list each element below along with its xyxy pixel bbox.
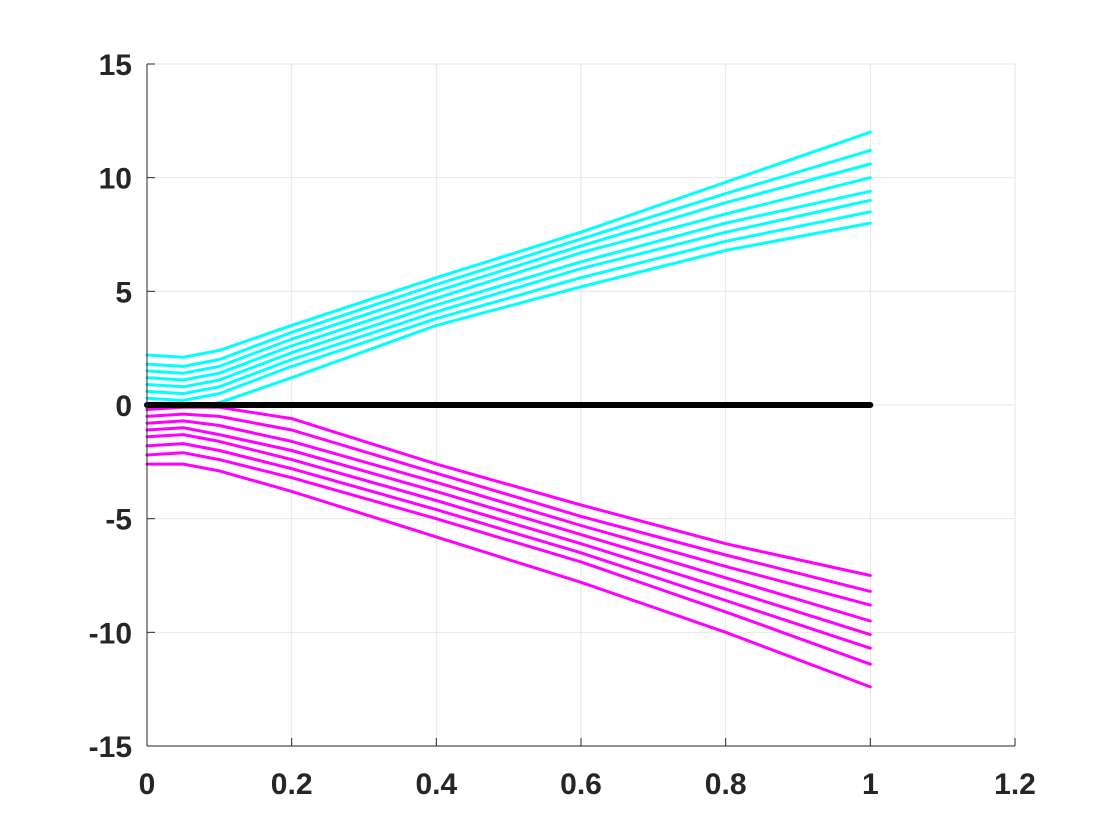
y-tick-label: 15 <box>99 49 132 82</box>
y-tick-label: -5 <box>105 504 132 537</box>
y-tick-label: 5 <box>115 276 132 309</box>
y-tick-label: -15 <box>89 731 132 764</box>
x-tick-label: 0.8 <box>705 768 747 801</box>
series-line-15 <box>145 462 872 689</box>
series-line-14 <box>145 451 872 666</box>
x-tick-label: 0.4 <box>415 768 457 801</box>
series-line-2 <box>145 198 872 396</box>
series-line-12 <box>145 433 872 637</box>
series-line-1 <box>145 210 872 402</box>
series-layer <box>144 130 874 689</box>
x-tick-label: 0.6 <box>560 768 602 801</box>
y-tick-label: 10 <box>99 163 132 196</box>
ticks <box>146 63 1016 747</box>
series-line-7 <box>145 130 872 359</box>
series-line-6 <box>145 148 872 368</box>
x-tick-label: 0 <box>139 768 156 801</box>
y-tick-label: 0 <box>115 390 132 423</box>
x-tick-label: 0.2 <box>271 768 313 801</box>
series-line-10 <box>145 419 872 607</box>
series-line-11 <box>145 426 872 623</box>
x-tick-label: 1 <box>862 768 879 801</box>
series-line-4 <box>145 176 872 382</box>
y-tick-label: -10 <box>89 617 132 650</box>
x-tick-label: 1.2 <box>994 768 1036 801</box>
series-line-9 <box>145 412 872 593</box>
series-line-5 <box>145 162 872 375</box>
tick-labels: 0 0.2 0.4 0.6 0.8 1 1.2 -15 -10 -5 0 5 10 15 <box>89 49 1036 801</box>
series-line-3 <box>145 189 872 389</box>
series-line-13 <box>145 442 872 650</box>
